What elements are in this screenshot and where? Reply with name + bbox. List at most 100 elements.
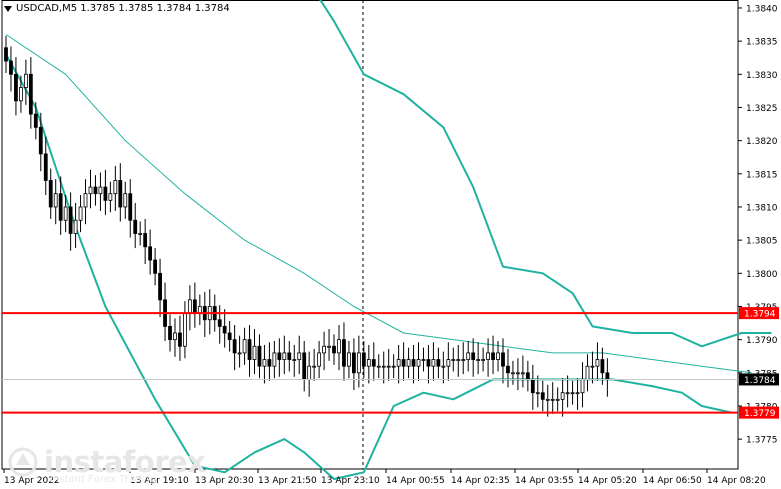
y-tick-label: 1.3820 (746, 137, 778, 147)
candle-body (391, 365, 396, 368)
candle-body (356, 352, 361, 374)
candle-body (138, 233, 143, 235)
level-label-bg (739, 406, 779, 419)
candle-body (153, 259, 158, 274)
candle-body (436, 359, 441, 367)
candle-body (545, 398, 550, 401)
current-price-label: 1.3784 (744, 376, 776, 386)
candle-body (302, 352, 307, 380)
candle-body (68, 206, 73, 234)
candle-body (555, 398, 560, 401)
candle-body (317, 352, 322, 367)
candle-body (441, 365, 446, 368)
candle-body (148, 246, 153, 261)
candle-body (476, 359, 481, 361)
candle-body (406, 359, 411, 367)
candle-body (466, 352, 471, 360)
x-tick-label: 14 Apr 03:55 (515, 476, 574, 486)
candle-body (565, 392, 570, 395)
candle-body (312, 365, 317, 368)
candle-body (78, 206, 83, 221)
candle-body (342, 339, 346, 367)
candle-body (520, 372, 525, 375)
candle-body (217, 319, 222, 327)
y-tick-label: 1.3815 (746, 170, 778, 180)
level-label-bg (739, 307, 779, 320)
candle-body (143, 233, 148, 248)
candle-body (93, 186, 98, 195)
x-tick-label: 14 Apr 06:50 (643, 476, 702, 486)
bb-lower-line (5, 53, 732, 480)
y-tick-label: 1.3810 (746, 203, 778, 213)
candle-body (456, 359, 461, 361)
candle-body (585, 365, 590, 380)
bb-upper-line (319, 0, 772, 348)
candle-body (38, 126, 43, 155)
y-tick-label: 1.3775 (746, 436, 778, 446)
candle-body (535, 392, 540, 395)
candle-body (381, 365, 386, 368)
candle-body (416, 359, 421, 367)
candle-body (366, 359, 371, 367)
candle-body (262, 359, 267, 367)
chart-title-text: USDCAD,M5 1.3785 1.3785 1.3784 1.3784 (16, 3, 230, 14)
y-tick-label: 1.3830 (746, 71, 778, 81)
candle-body (297, 352, 302, 360)
x-tick-label: 13 Apr 20:30 (195, 476, 254, 486)
logo-brand-text: instaforex (44, 445, 206, 479)
x-tick-label: 14 Apr 00:55 (386, 476, 445, 486)
candle-body (73, 219, 78, 234)
candle-body (158, 272, 162, 301)
candle-body (178, 332, 182, 347)
candle-body (401, 359, 406, 367)
logo-tagline: Instant Forex Trading (50, 474, 157, 485)
candle-body (173, 332, 177, 341)
candle-body (431, 359, 436, 367)
candle-body (108, 193, 113, 201)
current-price-label-bg (739, 373, 779, 386)
candle-body (421, 359, 426, 361)
candle-body (222, 325, 227, 334)
candle-body (580, 379, 585, 394)
y-tick-label: 1.3840 (746, 4, 778, 14)
candle-body (123, 193, 128, 208)
candle-body (307, 365, 312, 380)
candle-body (337, 339, 341, 354)
candle-body (361, 352, 366, 367)
candle-body (570, 392, 575, 395)
candle-body (351, 352, 356, 374)
candle-body (14, 73, 18, 102)
candle-body (58, 193, 63, 221)
candle-body (237, 352, 242, 355)
candle-body (227, 332, 232, 341)
candle-body (83, 193, 88, 208)
candle-body (267, 359, 272, 367)
candle-body (550, 398, 555, 401)
candle-body (530, 379, 535, 394)
level-label: 1.3779 (744, 409, 776, 419)
candle-body (396, 359, 401, 367)
candle-body (560, 392, 565, 400)
candle-body (376, 365, 381, 368)
menu-triangle-icon[interactable] (4, 5, 12, 12)
candle-body (43, 153, 48, 181)
candle-body (506, 365, 510, 374)
candle-body (590, 365, 595, 368)
candle-body (411, 359, 416, 367)
candle-body (23, 73, 28, 88)
candle-body (511, 372, 515, 375)
x-tick-label: 13 Apr 23:10 (321, 476, 380, 486)
candle-body (525, 372, 530, 380)
candle-body (332, 345, 336, 354)
candle-body (118, 180, 123, 208)
candle-body (98, 186, 103, 195)
instaforex-logo: instaforex (8, 447, 206, 477)
candle-body (9, 60, 13, 75)
y-tick-label: 1.3835 (746, 38, 778, 48)
candle-body (232, 339, 237, 354)
candle-body (277, 352, 282, 360)
x-tick-label: 14 Apr 05:20 (578, 476, 637, 486)
candle-body (461, 359, 466, 361)
x-tick-label: 14 Apr 08:20 (707, 476, 766, 486)
